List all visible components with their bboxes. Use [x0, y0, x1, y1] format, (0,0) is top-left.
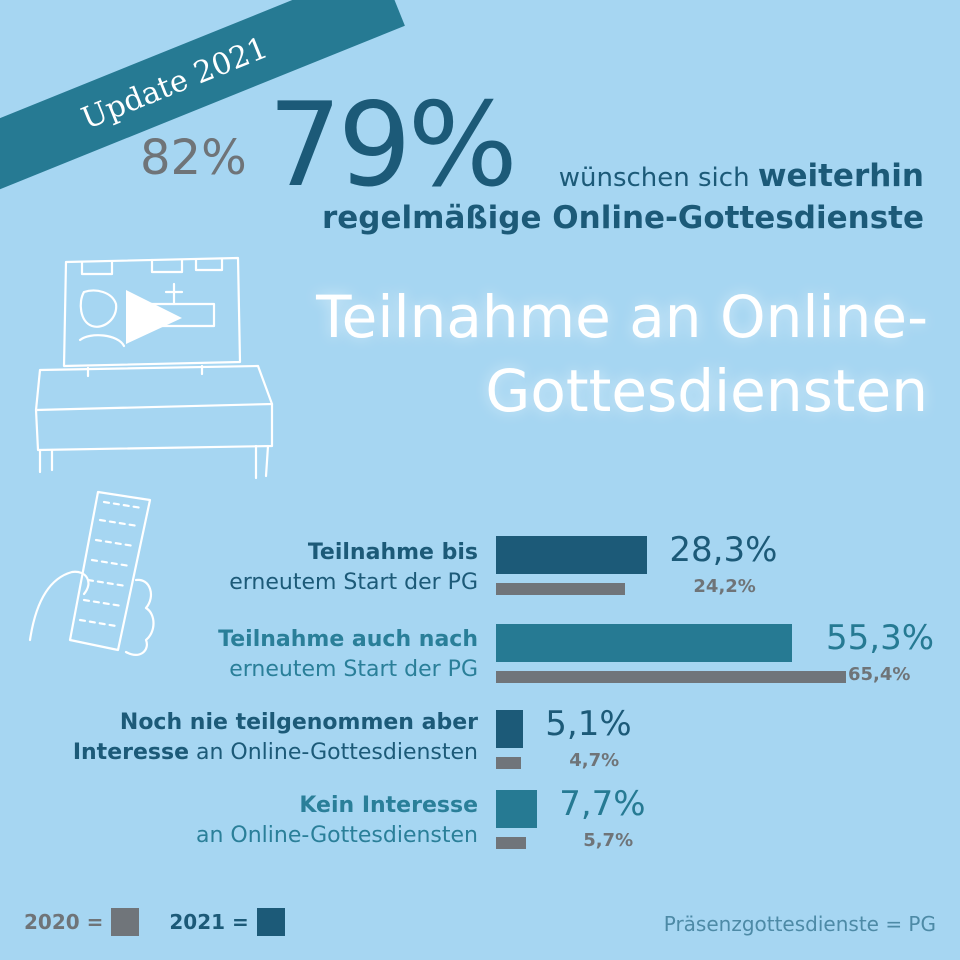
- bar-2021-1: [496, 536, 648, 574]
- bar-2021-4: [496, 790, 538, 828]
- value-2020-3: 4,7%: [569, 750, 620, 771]
- headline-line1: Teilnahme an Online-: [316, 283, 928, 351]
- value-2021-4: 7,7%: [559, 784, 646, 824]
- bar-2020-1: [496, 583, 626, 595]
- value-2020-1: 24,2%: [693, 576, 756, 597]
- legend-swatch-2021: [256, 908, 285, 936]
- percent-2020: 82%: [140, 130, 247, 186]
- category-label-2: Teilnahme auch nach erneutem Start der P…: [218, 625, 478, 685]
- wish-text-bold: weiterhin: [757, 158, 924, 194]
- value-2021-1: 28,3%: [669, 530, 778, 570]
- legend-label-2021: 2021 =: [169, 910, 249, 934]
- category-label-2-bold: Teilnahme auch nach: [218, 627, 478, 652]
- value-2021-3: 5,1%: [545, 704, 632, 744]
- legend: 2020 = 2021 =: [24, 908, 285, 936]
- category-label-1: Teilnahme bis erneutem Start der PG: [229, 538, 478, 598]
- bar-2020-3: [496, 757, 522, 769]
- category-label-4-normal: an Online-Gottesdiensten: [195, 823, 478, 848]
- category-label-3-normal: an Online-Gottesdiensten: [189, 740, 478, 765]
- category-label-2-normal: erneutem Start der PG: [229, 657, 478, 682]
- category-label-3-bold2: Interesse: [72, 740, 189, 765]
- bar-2021-3: [496, 710, 524, 748]
- abbreviation-footnote: Präsenzgottesdienste = PG: [663, 912, 936, 936]
- category-label-1-normal: erneutem Start der PG: [229, 570, 478, 595]
- category-label-1-bold: Teilnahme bis: [307, 540, 478, 565]
- remote-control-icon: [28, 490, 155, 656]
- bar-2020-2: [496, 671, 846, 683]
- category-label-3-bold: Noch nie teilgenommen aber: [119, 710, 478, 735]
- tv-icon: [34, 256, 274, 480]
- wish-text-line1: wünschen sich weiterhin: [559, 158, 924, 194]
- category-label-3-line2: Interesse an Online-Gottesdiensten: [73, 738, 478, 768]
- legend-swatch-2020: [111, 908, 140, 936]
- value-2021-2: 55,3%: [826, 618, 935, 658]
- page-headline: Teilnahme an Online- Gottesdiensten: [228, 280, 928, 428]
- category-label-4: Kein Interesse an Online-Gottesdiensten: [196, 791, 478, 851]
- play-icon: [126, 290, 182, 344]
- percent-2021: 79%: [268, 78, 518, 213]
- wish-text-line2: regelmäßige Online-Gottesdienste: [321, 200, 924, 236]
- bar-2020-4: [496, 837, 527, 849]
- category-label-4-bold: Kein Interesse: [299, 793, 478, 818]
- bar-2021-2: [496, 624, 792, 662]
- legend-label-2020: 2020 =: [24, 910, 104, 934]
- value-2020-4: 5,7%: [583, 830, 634, 851]
- value-2020-2: 65,4%: [848, 664, 911, 685]
- wish-text-normal: wünschen sich: [558, 163, 758, 193]
- category-label-3: Noch nie teilgenommen aber Interesse an …: [73, 708, 478, 768]
- headline-line2: Gottesdiensten: [485, 357, 928, 425]
